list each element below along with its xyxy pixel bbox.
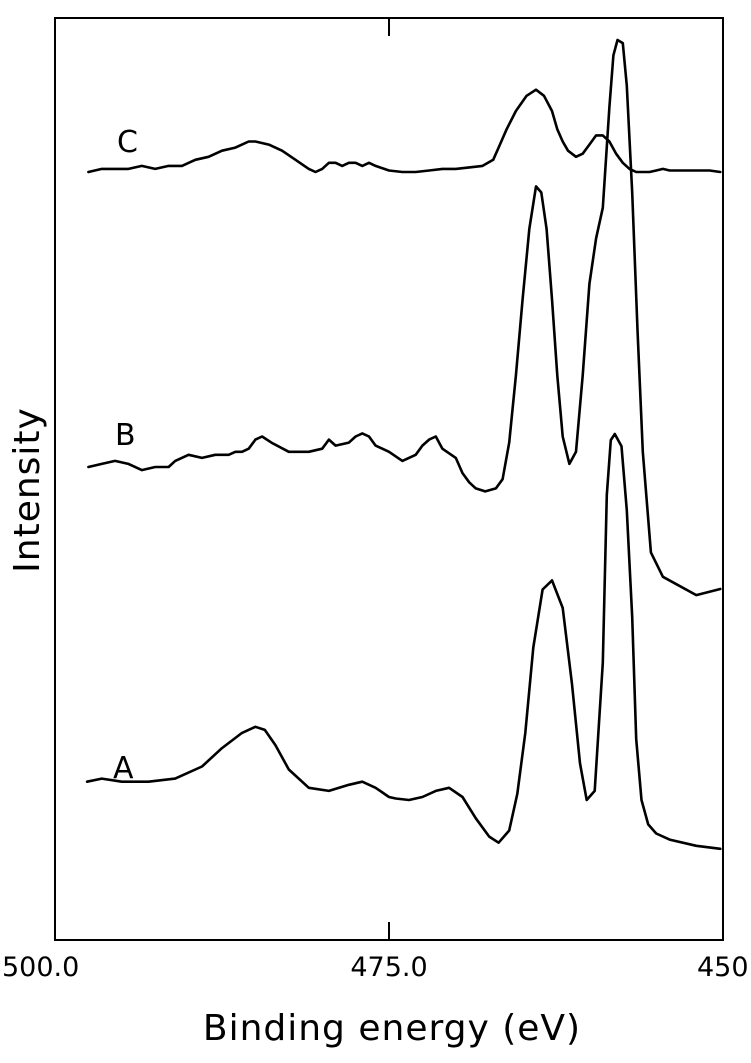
series-C-line — [87, 88, 722, 174]
x-axis-label: Binding energy (eV) — [203, 1008, 581, 1049]
series-B-label: B — [115, 418, 136, 453]
plot-frame — [54, 17, 724, 941]
x-tick-label-2: 450.0 — [697, 952, 751, 983]
series-A-label: A — [113, 751, 134, 786]
x-tick-label-0: 500.0 — [2, 952, 79, 983]
series-C-label: C — [117, 125, 138, 160]
series-A-line — [85, 432, 722, 851]
x-tick-label-1: 475.0 — [350, 952, 427, 983]
series-B-line — [87, 38, 722, 597]
series-layer: A B C — [85, 38, 722, 851]
x-axis-ticks: 500.0 475.0 450.0 — [2, 18, 751, 983]
y-axis-label: Intensity — [7, 407, 48, 573]
